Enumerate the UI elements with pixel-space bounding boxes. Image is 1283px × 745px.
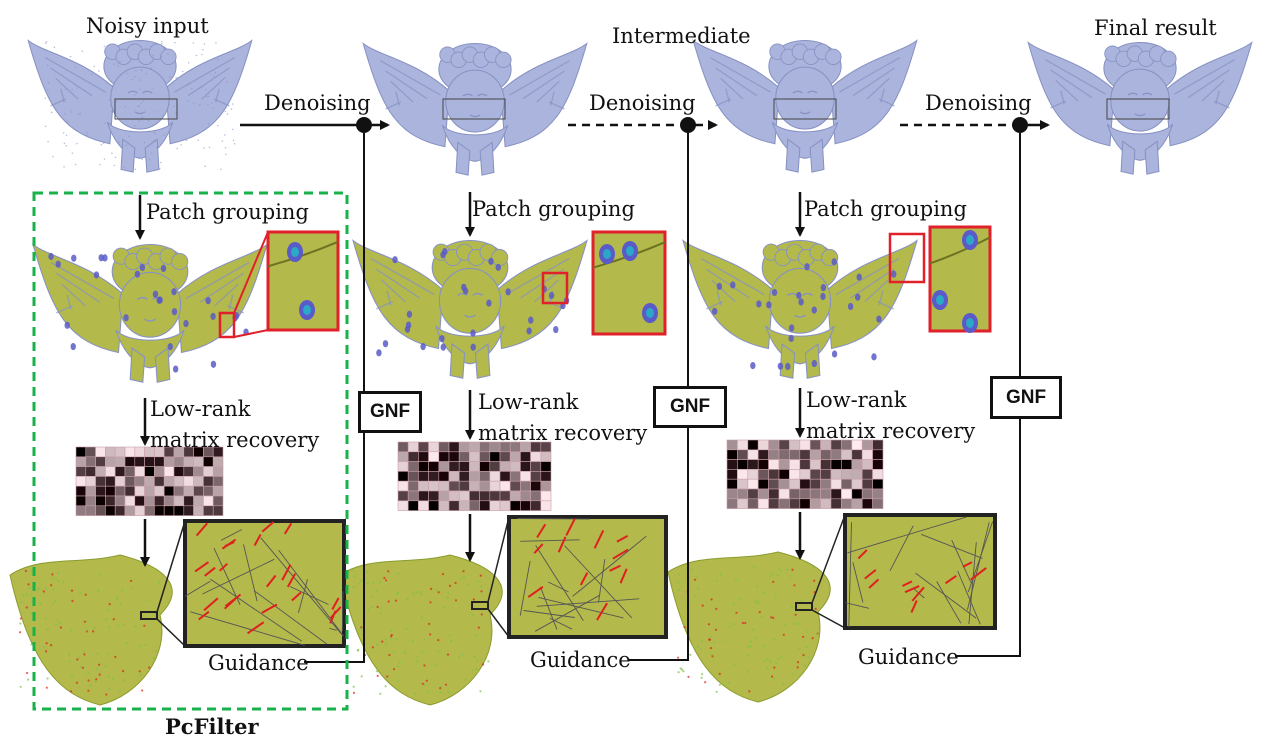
intermediate-label: Intermediate xyxy=(612,24,751,48)
low-rank-label-3b: matrix recovery xyxy=(806,419,976,443)
zoom-inset-2 xyxy=(591,230,667,336)
noisy-input-label: Noisy input xyxy=(86,14,209,38)
guidance-link-3a xyxy=(811,514,846,604)
low-rank-label-2a: Low-rank xyxy=(478,390,579,414)
gnf-box-1: GNF xyxy=(358,391,422,433)
junction-dot-3 xyxy=(1012,117,1028,133)
low-rank-label-1a: Low-rank xyxy=(150,397,251,421)
guidance-label-3: Guidance xyxy=(858,645,959,669)
feedback-line-2 xyxy=(628,133,689,661)
patch-mesh-2 xyxy=(352,239,588,379)
patch-grouping-label-3: Patch grouping xyxy=(804,197,967,221)
noisy-focus-box xyxy=(114,98,178,120)
gnf-box-3: GNF xyxy=(990,376,1062,419)
guidance-inset-3 xyxy=(843,513,997,630)
intermediate-focus-box-1 xyxy=(442,98,506,120)
guidance-label-2: Guidance xyxy=(530,648,631,672)
guidance-mesh-1 xyxy=(9,554,173,706)
low-rank-label-1b: matrix recovery xyxy=(150,428,320,452)
zoom-inset-3 xyxy=(928,225,992,333)
guidance-link-2b xyxy=(487,608,510,638)
zoom-source-box-1 xyxy=(218,311,236,339)
patch-mesh-1 xyxy=(32,243,268,383)
lowrank-matrix-3 xyxy=(726,439,884,509)
zoom-link-1b xyxy=(233,329,269,338)
final-result-mesh xyxy=(1027,41,1253,175)
guidance-source-box-2 xyxy=(471,601,489,610)
zoom-inset-1 xyxy=(266,230,340,332)
denoising-label-1: Denoising xyxy=(264,91,371,115)
low-rank-label-2b: matrix recovery xyxy=(478,421,648,445)
lowrank-matrix-1 xyxy=(75,446,224,516)
guidance-link-3b xyxy=(811,609,846,629)
patch-mesh-3 xyxy=(682,239,918,379)
intermediate-mesh-2 xyxy=(692,39,918,173)
intermediate-focus-box-2 xyxy=(773,98,837,120)
final-focus-box xyxy=(1106,98,1170,120)
denoising-label-3: Denoising xyxy=(925,91,1032,115)
guidance-link-2a xyxy=(487,516,510,603)
junction-dot-2 xyxy=(680,117,696,133)
guidance-link-1b xyxy=(156,618,186,647)
pcfilter-dashed-box xyxy=(32,191,349,711)
feedback-line-1 xyxy=(304,133,365,663)
guidance-mesh-2 xyxy=(339,554,503,706)
feedback-line-3 xyxy=(955,133,1021,657)
guidance-link-1a xyxy=(156,520,186,613)
patch-grouping-label-2: Patch grouping xyxy=(472,197,635,221)
guidance-label-1: Guidance xyxy=(208,651,309,675)
gnf-box-2: GNF xyxy=(653,386,727,428)
junction-dot-1 xyxy=(356,117,372,133)
patch-grouping-label-1: Patch grouping xyxy=(146,200,309,224)
guidance-inset-2 xyxy=(507,515,668,639)
zoom-source-box-3 xyxy=(888,232,926,284)
pcfilter-label: PcFilter xyxy=(165,714,259,739)
zoom-link-1a xyxy=(233,231,269,314)
noisy-input-mesh xyxy=(27,39,253,173)
guidance-mesh-3 xyxy=(667,551,831,703)
guidance-source-box-3 xyxy=(795,602,813,611)
guidance-source-box-1 xyxy=(140,611,158,620)
guidance-inset-1 xyxy=(183,519,346,648)
denoising-label-2: Denoising xyxy=(589,91,696,115)
final-result-label: Final result xyxy=(1094,16,1217,40)
zoom-source-box-2 xyxy=(541,271,569,305)
lowrank-matrix-2 xyxy=(397,441,552,511)
intermediate-mesh-1 xyxy=(362,42,588,176)
low-rank-label-3a: Low-rank xyxy=(806,388,907,412)
